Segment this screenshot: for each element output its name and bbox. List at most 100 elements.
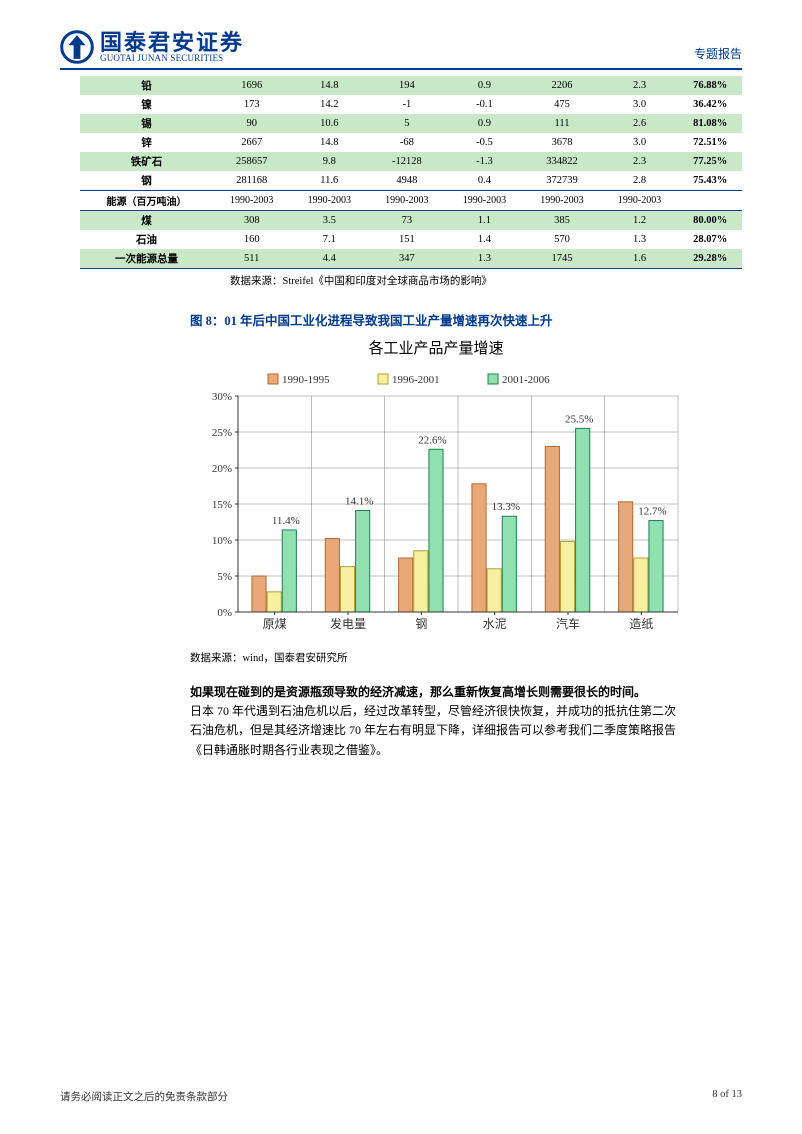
chart-bar [340, 567, 354, 612]
table-cell: 2.3 [601, 152, 679, 171]
table-cell: 511 [213, 249, 291, 269]
table-cell: 75.43% [678, 171, 742, 191]
table-cell: 28.07% [678, 230, 742, 249]
table-cell: -1.3 [446, 152, 524, 171]
table-cell: 72.51% [678, 133, 742, 152]
table-cell: 334822 [523, 152, 601, 171]
table-cell: 锌 [80, 133, 213, 152]
table-cell: 1.3 [601, 230, 679, 249]
table-row: 铅169614.81940.922062.376.88% [80, 76, 742, 95]
chart-bar [576, 428, 590, 612]
svg-text:0%: 0% [217, 607, 232, 619]
table-cell: 2.3 [601, 76, 679, 95]
table-cell: 2206 [523, 76, 601, 95]
figure-title: 图 8：01 年后中国工业化进程导致我国工业产量增速再次快速上升 [190, 310, 742, 329]
chart-bar [282, 530, 296, 612]
table-cell: 281168 [213, 171, 291, 191]
data-table-wrap: 铅169614.81940.922062.376.88%镍17314.2-1-0… [80, 76, 742, 288]
table-row: 石油1607.11511.45701.328.07% [80, 230, 742, 249]
logo-en-text: GUOTAI JUNAN SECURITIES [100, 54, 244, 63]
table-cell: 镍 [80, 95, 213, 114]
header-tag: 专题报告 [694, 45, 742, 64]
table-cell: -68 [368, 133, 446, 152]
table-cell: -12128 [368, 152, 446, 171]
svg-text:10%: 10% [212, 535, 232, 547]
chart-bar [545, 446, 559, 612]
table-cell: -0.1 [446, 95, 524, 114]
table-cell: 铁矿石 [80, 152, 213, 171]
table-cell: 14.8 [291, 76, 369, 95]
chart-bar [649, 521, 663, 612]
table-cell: 385 [523, 211, 601, 231]
svg-text:5%: 5% [217, 571, 232, 583]
chart-source: 数据来源：wind，国泰君安研究所 [190, 650, 742, 665]
table-cell: 258657 [213, 152, 291, 171]
table-cell: 2667 [213, 133, 291, 152]
body-p2: 日本 70 年代遇到石油危机以后，经过改革转型，尽管经济很快恢复，并成功的抵抗住… [190, 702, 682, 760]
table-cell: 111 [523, 114, 601, 133]
table-cell: 0.9 [446, 114, 524, 133]
svg-text:水泥: 水泥 [483, 617, 507, 631]
chart-bar [325, 539, 339, 612]
svg-text:13.3%: 13.3% [492, 501, 520, 513]
table-cell: 7.1 [291, 230, 369, 249]
table-cell: 80.00% [678, 211, 742, 231]
table-row: 镍17314.2-1-0.14753.036.42% [80, 95, 742, 114]
table-cell: 81.08% [678, 114, 742, 133]
svg-text:11.4%: 11.4% [272, 515, 300, 527]
table-cell: 475 [523, 95, 601, 114]
table-cell: 4.4 [291, 249, 369, 269]
table-cell: 0.4 [446, 171, 524, 191]
table-cell: 1990-2003 [523, 191, 601, 211]
svg-text:钢: 钢 [415, 617, 427, 631]
svg-text:20%: 20% [212, 463, 232, 475]
table-source: 数据来源：Streifel《中国和印度对全球商品市场的影响》 [230, 273, 742, 288]
table-cell: 1.1 [446, 211, 524, 231]
chart-bar [356, 510, 370, 612]
chart-title: 各工业产品产量增速 [190, 337, 682, 358]
table-cell: 160 [213, 230, 291, 249]
chart-bar [634, 558, 648, 612]
chart-bar [399, 558, 413, 612]
table-cell: 煤 [80, 211, 213, 231]
svg-text:汽车: 汽车 [556, 616, 580, 631]
table-row: 一次能源总量5114.43471.317451.629.28% [80, 249, 742, 269]
table-cell: 76.88% [678, 76, 742, 95]
svg-text:2001-2006: 2001-2006 [502, 374, 550, 386]
svg-text:15%: 15% [212, 499, 232, 511]
table-cell: 9.8 [291, 152, 369, 171]
svg-text:造纸: 造纸 [629, 617, 653, 631]
footer-disclaimer: 请务必阅读正文之后的免责条款部分 [60, 1089, 228, 1104]
logo-cn-text: 国泰君安证券 [100, 32, 244, 54]
table-cell: 5 [368, 114, 446, 133]
table-cell: 3678 [523, 133, 601, 152]
table-cell: 1.4 [446, 230, 524, 249]
table-cell: 1990-2003 [601, 191, 679, 211]
table-cell: 1696 [213, 76, 291, 95]
table-cell: 1.3 [446, 249, 524, 269]
footer-page-number: 8 of 13 [712, 1089, 742, 1104]
table-cell: 347 [368, 249, 446, 269]
table-cell: 2.6 [601, 114, 679, 133]
table-row: 锡9010.650.91112.681.08% [80, 114, 742, 133]
table-cell: 4948 [368, 171, 446, 191]
table-row: 锌266714.8-68-0.536783.072.51% [80, 133, 742, 152]
table-cell: 铅 [80, 76, 213, 95]
table-cell: 石油 [80, 230, 213, 249]
svg-text:25%: 25% [212, 427, 232, 439]
chart-bar [429, 449, 443, 612]
body-text: 如果现在碰到的是资源瓶颈导致的经济减速，那么重新恢复高增长则需要很长的时间。 日… [190, 683, 682, 760]
table-cell: 1745 [523, 249, 601, 269]
table-cell: 1.6 [601, 249, 679, 269]
chart-bar [619, 502, 633, 612]
chart-bar [267, 592, 281, 612]
table-cell: 3.0 [601, 133, 679, 152]
page-footer: 请务必阅读正文之后的免责条款部分 8 of 13 [60, 1089, 742, 1104]
table-cell: 11.6 [291, 171, 369, 191]
table-cell: 90 [213, 114, 291, 133]
table-cell: 77.25% [678, 152, 742, 171]
table-cell: 1990-2003 [446, 191, 524, 211]
page-header: 国泰君安证券 GUOTAI JUNAN SECURITIES 专题报告 [60, 30, 742, 70]
svg-text:30%: 30% [212, 391, 232, 403]
table-cell: 36.42% [678, 95, 742, 114]
